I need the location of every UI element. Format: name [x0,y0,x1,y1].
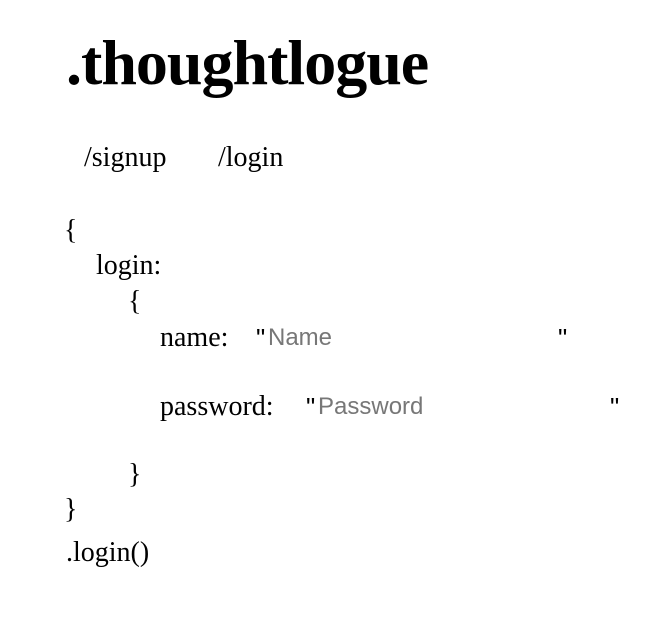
login-link[interactable]: /login [218,142,284,173]
name-close-quote: " [558,323,568,353]
password-input[interactable] [316,392,610,422]
password-open-quote: " [306,392,316,422]
login-key-label: login: [96,250,162,281]
login-button[interactable]: .login() [66,537,150,568]
name-input[interactable] [266,323,560,353]
outer-open-brace: { [64,215,78,246]
name-open-quote: " [256,323,266,353]
name-field-row: name: " " [160,321,580,355]
inner-close-brace: } [128,459,142,490]
site-title: .thoughtlogue [66,27,429,98]
password-field-row: password: " " [160,390,630,424]
outer-close-brace: } [64,494,78,525]
name-key-label: name: [160,322,229,353]
password-close-quote: " [610,392,620,422]
signup-link[interactable]: /signup [84,142,167,173]
inner-open-brace: { [128,286,142,317]
password-key-label: password: [160,391,274,422]
